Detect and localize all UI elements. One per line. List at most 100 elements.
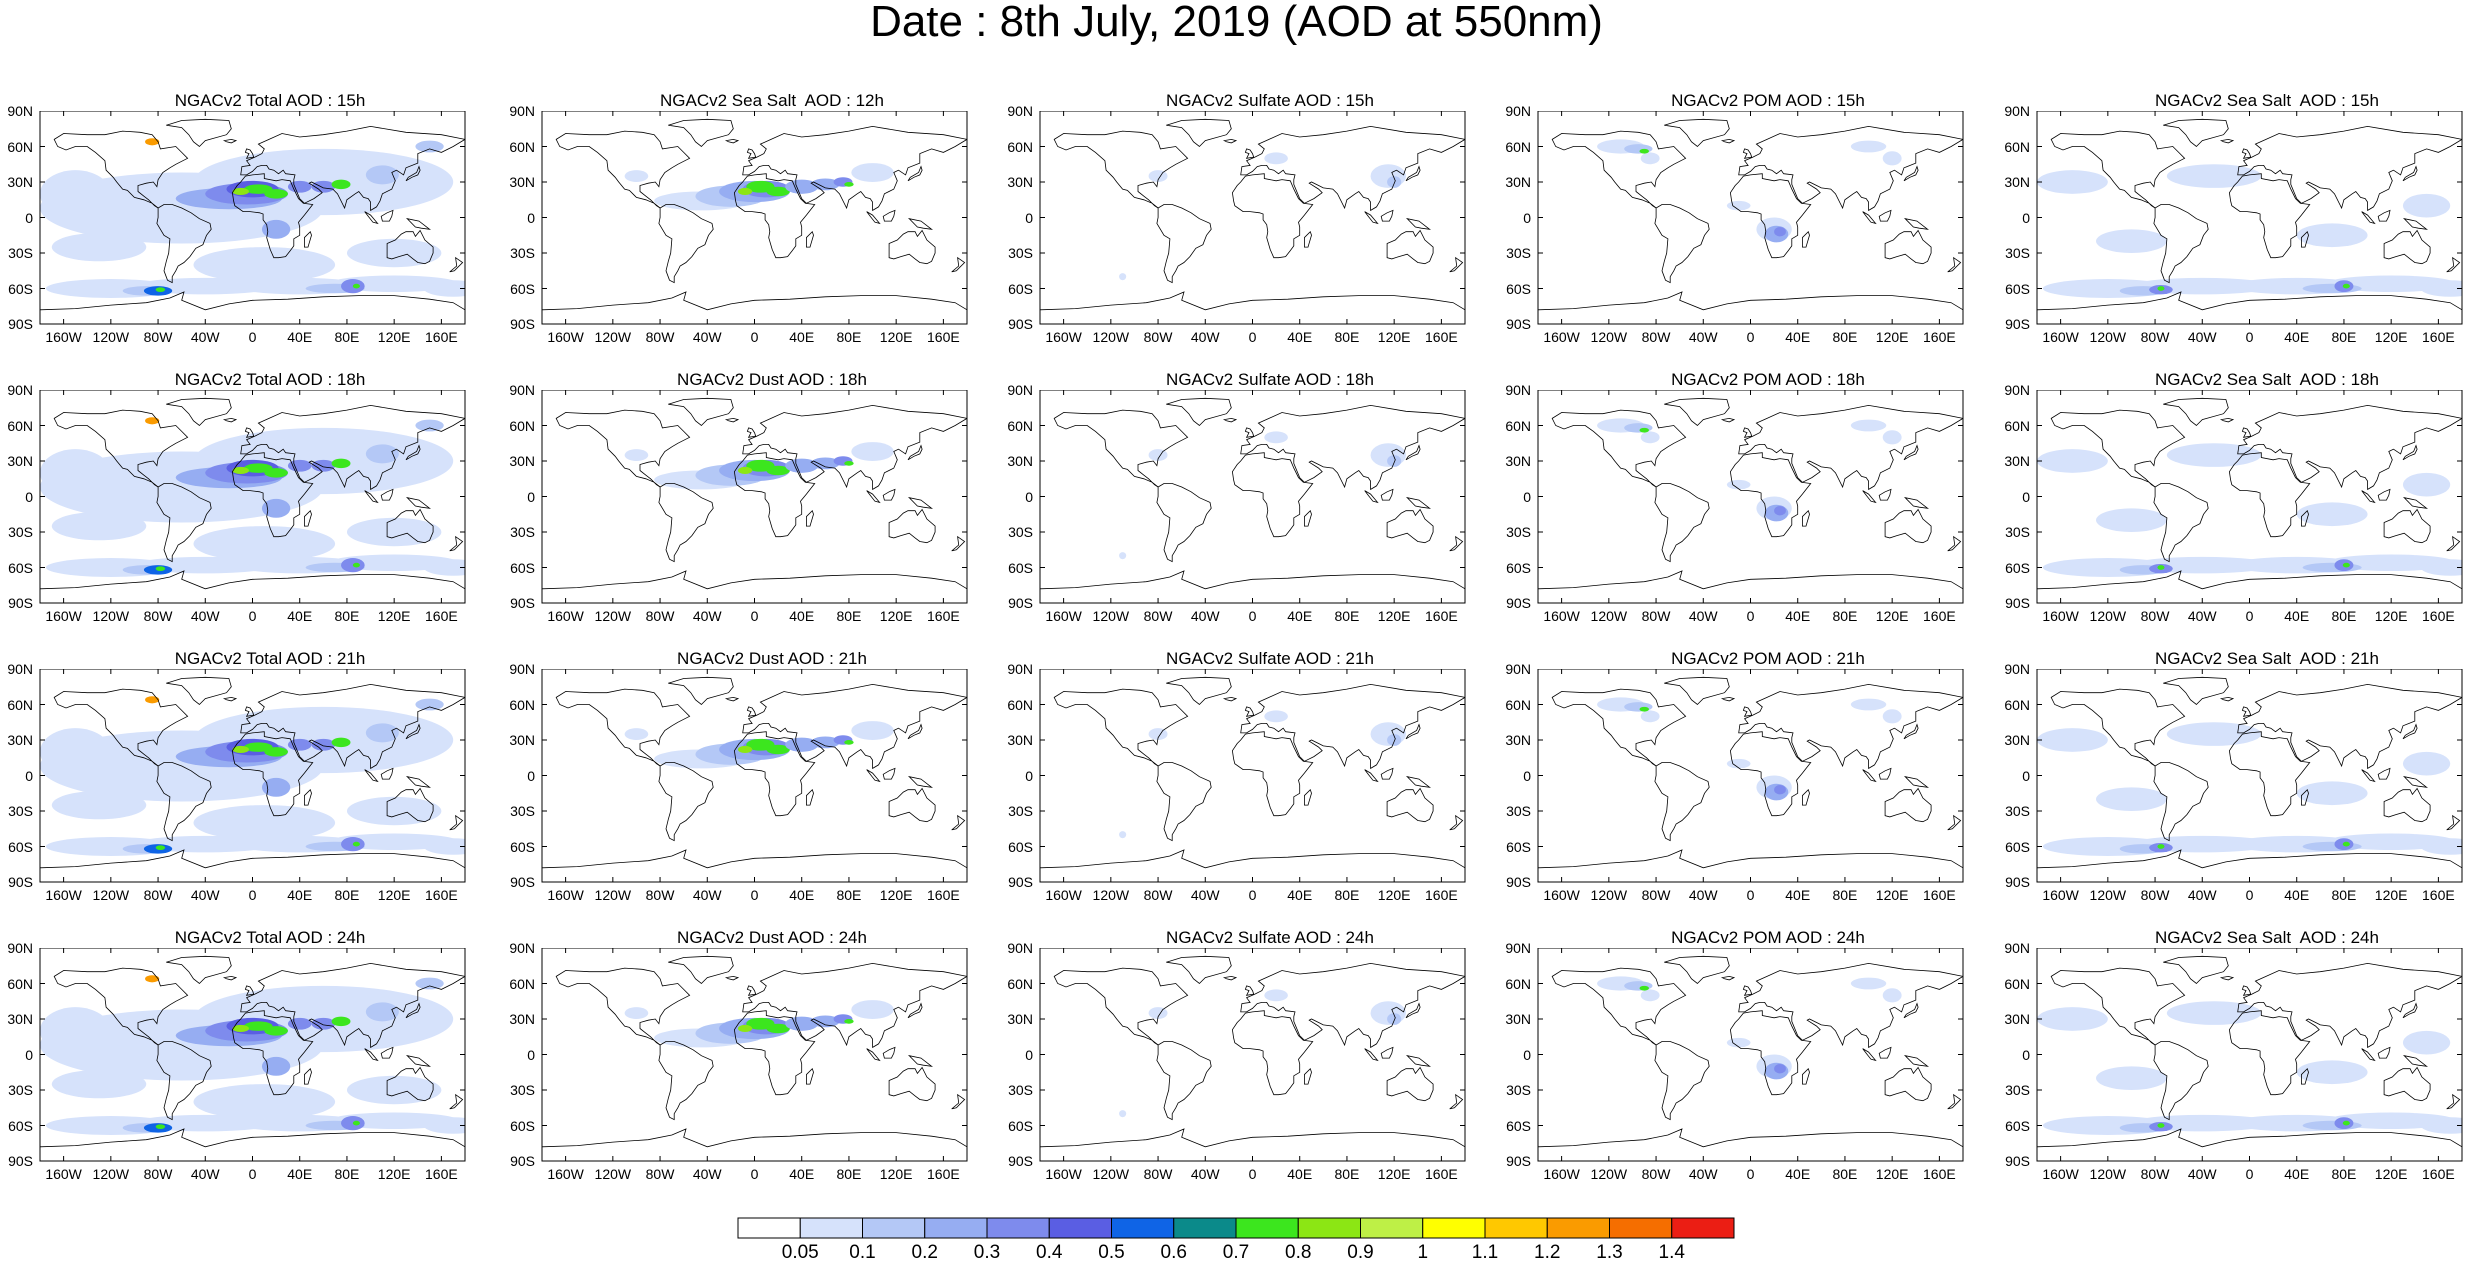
aod-contour [155, 287, 166, 293]
lon-label: 160W [1045, 1166, 1082, 1182]
coastline-africa [733, 452, 816, 538]
map-area: 90N 60N 30N 0 30S 60S 90S 160W 120W 80W 40W 0 40E 80E… [509, 382, 1006, 648]
lon-label: 0 [750, 887, 759, 903]
coastline-namerica [2050, 688, 2186, 767]
panel-title: NGACv2 Sea Salt AOD : 21h [2155, 649, 2379, 668]
lat-label: 90S [1506, 595, 1531, 611]
coastline-australia [1884, 508, 1932, 544]
aod-contour [2166, 722, 2262, 746]
lat-label: 30N [1505, 174, 1531, 190]
lat-label: 60S [8, 838, 33, 855]
lon-label: 80E [1832, 329, 1858, 345]
aod-contour [2037, 1007, 2108, 1031]
aod-contour [2296, 502, 2368, 527]
colorbar-swatch [1422, 1217, 1486, 1239]
coastline-iceland [1222, 417, 1238, 423]
lon-label: 160W [1543, 1166, 1580, 1182]
colorbar-swatch [1173, 1217, 1237, 1239]
lat-label: 90S [1506, 1153, 1531, 1169]
coastline-eurasia [1240, 962, 1465, 1049]
lon-label: 40E [1785, 608, 1811, 624]
coastline-iceland [724, 975, 740, 981]
coastline-uk [244, 985, 255, 996]
map-canvas [2036, 948, 2463, 1162]
aod-contour [40, 728, 111, 776]
lat-label: 30N [1505, 1011, 1531, 1027]
coastline-namerica [555, 688, 691, 767]
lon-label: 120W [92, 608, 130, 624]
coastline-borneo [380, 767, 394, 780]
aod-contour [1726, 1037, 1751, 1048]
lon-label: 40W [692, 608, 722, 624]
lat-label: 60N [1007, 696, 1033, 713]
lon-label: 80W [1143, 887, 1173, 903]
coastline-iceland [1720, 975, 1736, 981]
lat-label: 60N [1505, 975, 1531, 992]
aod-contour [1264, 431, 1288, 444]
aod-contour [232, 745, 249, 754]
lon-label: 80E [2331, 1166, 2357, 1182]
coastline-antarctica [40, 1128, 465, 1148]
lat-label: 90S [1008, 595, 1033, 611]
coastline-africa [231, 1010, 314, 1096]
lon-label: 80E [1334, 1166, 1360, 1182]
lat-label: 30S [1008, 1082, 1033, 1098]
lat-label: 60N [509, 975, 535, 992]
coastline-uk [2241, 985, 2252, 996]
coastline-iceland [724, 138, 740, 144]
coastline-greenland [1664, 676, 1730, 706]
coastline-australia [1386, 1066, 1434, 1102]
aod-contour [1119, 273, 1127, 281]
lon-label: 40W [1190, 1166, 1220, 1182]
colorbar-swatch [986, 1217, 1050, 1239]
coastline-namerica [1053, 130, 1189, 209]
lon-label: 80W [1641, 608, 1671, 624]
coastline-samerica [1654, 762, 1710, 842]
aod-contour [1882, 151, 1902, 166]
lon-label: 160E [2422, 887, 2455, 903]
coastline-samerica [156, 483, 212, 563]
lon-label: 80E [1832, 887, 1858, 903]
lat-label: 30N [7, 732, 33, 748]
aod-contour [1264, 710, 1288, 723]
coastline-antarctica [1040, 1128, 1465, 1148]
coastline-antarctica [1538, 849, 1963, 869]
coastline-japan [1903, 165, 1919, 182]
map-canvas [39, 948, 466, 1162]
lat-label: 0 [1025, 209, 1033, 226]
coastline-namerica [1053, 688, 1189, 767]
coastline-greenland [166, 676, 232, 706]
lon-label: 40W [692, 887, 722, 903]
coastline-madagascar [303, 230, 312, 248]
coastline-sumatra [1364, 769, 1379, 783]
lon-label: 120E [1875, 329, 1909, 345]
lon-label: 40W [1190, 329, 1220, 345]
lat-label: 0 [1523, 767, 1531, 784]
lat-label: 30S [510, 1082, 535, 1098]
coastline-madagascar [303, 788, 312, 806]
lat-label: 60S [1506, 838, 1531, 855]
colorbar-tick-label: 0.6 [1160, 1242, 1187, 1263]
lat-label: 30S [510, 245, 535, 261]
aod-contour [264, 1026, 288, 1036]
lon-label: 40W [2187, 887, 2217, 903]
lat-label: 60N [2004, 696, 2030, 713]
coastline-sumatra [866, 211, 881, 225]
lon-label: 80W [143, 329, 173, 345]
aod-contour [844, 740, 854, 745]
coastline-samerica [1654, 204, 1710, 284]
coastline-greenland [668, 955, 734, 985]
panel-title: NGACv2 Sea Salt AOD : 18h [2155, 370, 2379, 389]
map-canvas [1537, 111, 1964, 325]
aod-contour [145, 138, 160, 146]
coastline-newguinea [1903, 218, 1930, 230]
lon-label: 80E [2331, 887, 2357, 903]
colorbar-swatch [1546, 1217, 1610, 1239]
coastline-borneo [1380, 488, 1394, 501]
coastline-antarctica [2037, 1128, 2462, 1148]
coastline-australia [2383, 508, 2431, 544]
lon-label: 80E [836, 608, 862, 624]
aod-contour [415, 140, 444, 153]
colorbar-canvas [737, 1217, 1735, 1239]
aod-contour [1774, 505, 1786, 516]
